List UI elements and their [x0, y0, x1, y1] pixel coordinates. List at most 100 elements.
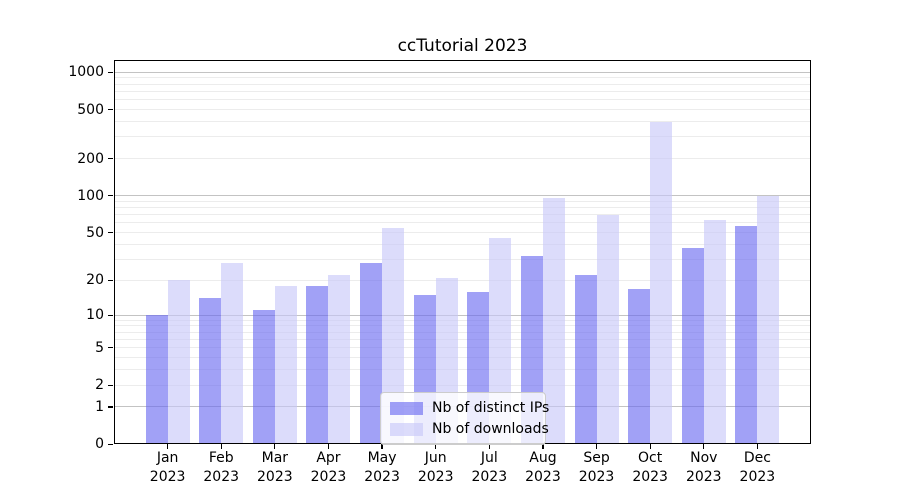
- legend-swatch-distinct-ips: [390, 401, 423, 415]
- y-tick-label-500: 500: [77, 101, 104, 118]
- gridline-minor-9: [115, 319, 810, 321]
- bar-nb-of-distinct-ips-may: [360, 262, 383, 445]
- gridline-minor-70: [115, 214, 810, 216]
- bar-nb-of-distinct-ips-jan: [145, 315, 168, 445]
- bar-nb-of-distinct-ips-mar: [252, 310, 275, 445]
- x-tick-label-feb: Feb 2023: [203, 450, 240, 485]
- gridline-minor-600: [115, 99, 810, 101]
- gridline-minor-4: [115, 357, 810, 359]
- x-tick-label-jun: Jun 2023: [417, 450, 454, 485]
- legend-label-distinct-ips: Nb of distinct IPs: [432, 400, 550, 416]
- legend-label-downloads: Nb of downloads: [432, 421, 549, 437]
- bar-nb-of-downloads-oct: [650, 121, 673, 445]
- y-tick-label-100: 100: [77, 187, 104, 204]
- y-tick-mark-0: [108, 443, 113, 445]
- bar-nb-of-downloads-feb: [221, 262, 244, 445]
- gridline-minor-800: [115, 83, 810, 85]
- chart-title: ccTutorial 2023: [397, 36, 528, 56]
- bar-nb-of-downloads-sep: [596, 214, 619, 445]
- bar-nb-of-distinct-ips-nov: [681, 248, 704, 445]
- x-tick-mark-mar: [274, 444, 276, 449]
- gridline-minor-50: [115, 232, 810, 234]
- x-tick-label-apr: Apr 2023: [310, 450, 347, 485]
- x-tick-mark-jul: [488, 444, 490, 449]
- gridline-minor-90: [115, 200, 810, 202]
- y-tick-label-0: 0: [95, 436, 104, 453]
- x-tick-mark-apr: [327, 444, 330, 449]
- gridline-minor-2: [115, 384, 810, 386]
- bar-nb-of-downloads-may: [382, 227, 405, 445]
- gridline-minor-3: [115, 369, 810, 371]
- y-tick-mark-100: [108, 195, 113, 197]
- y-tick-mark-20: [108, 279, 113, 281]
- y-tick-label-2: 2: [95, 377, 104, 394]
- x-tick-mark-nov: [703, 444, 705, 449]
- x-tick-mark-aug: [542, 444, 544, 449]
- x-tick-mark-may: [381, 444, 383, 449]
- x-tick-label-aug: Aug 2023: [525, 450, 561, 485]
- bar-nb-of-downloads-jan: [167, 280, 190, 445]
- y-tick-label-5: 5: [95, 339, 104, 356]
- y-tick-mark-10: [108, 314, 113, 316]
- gridline-minor-900: [115, 77, 810, 79]
- bar-nb-of-distinct-ips-sep: [574, 275, 597, 445]
- gridline-minor-5: [115, 347, 810, 349]
- bar-nb-of-downloads-dec: [757, 196, 780, 445]
- y-tick-label-1: 1: [95, 398, 104, 415]
- bar-nb-of-downloads-nov: [703, 220, 726, 445]
- gridline-minor-40: [115, 243, 810, 245]
- gridline-major-1000: [115, 71, 810, 73]
- legend-swatch-downloads: [390, 422, 423, 436]
- bar-nb-of-distinct-ips-apr: [306, 285, 329, 445]
- x-tick-label-mar: Mar 2023: [257, 450, 293, 485]
- x-tick-label-may: May 2023: [364, 450, 400, 485]
- x-tick-mark-jun: [435, 444, 437, 449]
- y-tick-mark-50: [108, 231, 113, 234]
- gridline-minor-300: [115, 136, 810, 138]
- x-tick-mark-jan: [167, 444, 169, 449]
- y-tick-mark-1: [108, 406, 113, 408]
- y-tick-label-1000: 1000: [68, 64, 104, 81]
- gridline-minor-20: [115, 279, 810, 281]
- legend: Nb of distinct IPs Nb of downloads: [380, 392, 549, 445]
- bar-nb-of-downloads-apr: [328, 275, 351, 445]
- y-tick-mark-5: [108, 347, 113, 349]
- y-tick-mark-1000: [108, 71, 113, 73]
- gridline-minor-400: [115, 121, 810, 123]
- y-tick-mark-500: [108, 108, 113, 111]
- x-tick-label-dec: Dec 2023: [739, 450, 776, 485]
- y-tick-label-200: 200: [77, 150, 104, 167]
- bar-nb-of-downloads-mar: [274, 285, 297, 445]
- y-tick-mark-2: [108, 384, 113, 386]
- y-tick-label-10: 10: [86, 307, 104, 324]
- gridline-major-10: [115, 314, 810, 316]
- bar-nb-of-distinct-ips-oct: [628, 288, 651, 445]
- gridline-minor-80: [115, 207, 810, 209]
- legend-item-downloads: Nb of downloads: [390, 421, 549, 437]
- gridline-minor-200: [115, 158, 810, 160]
- gridline-minor-500: [115, 109, 810, 111]
- x-tick-mark-feb: [220, 444, 222, 449]
- bar-nb-of-downloads-aug: [542, 197, 565, 445]
- y-tick-label-50: 50: [86, 224, 104, 241]
- x-tick-mark-dec: [756, 444, 758, 449]
- gridline-minor-6: [115, 339, 810, 340]
- x-tick-label-oct: Oct 2023: [632, 450, 668, 485]
- gridline-minor-7: [115, 331, 810, 333]
- x-tick-label-jan: Jan 2023: [149, 450, 186, 485]
- x-tick-mark-oct: [649, 444, 651, 449]
- x-tick-label-sep: Sep 2023: [578, 450, 615, 485]
- bar-nb-of-distinct-ips-dec: [735, 225, 758, 445]
- x-tick-label-nov: Nov 2023: [685, 450, 722, 485]
- legend-item-distinct-ips: Nb of distinct IPs: [390, 400, 549, 416]
- bar-nb-of-distinct-ips-feb: [199, 298, 222, 445]
- gridline-minor-8: [115, 325, 810, 327]
- y-tick-mark-200: [108, 158, 113, 160]
- gridline-major-100: [115, 195, 810, 197]
- y-tick-label-20: 20: [86, 272, 104, 289]
- x-tick-label-jul: Jul 2023: [471, 450, 508, 485]
- x-tick-mark-sep: [595, 444, 598, 449]
- gridline-minor-700: [115, 90, 810, 92]
- gridline-minor-30: [115, 258, 810, 260]
